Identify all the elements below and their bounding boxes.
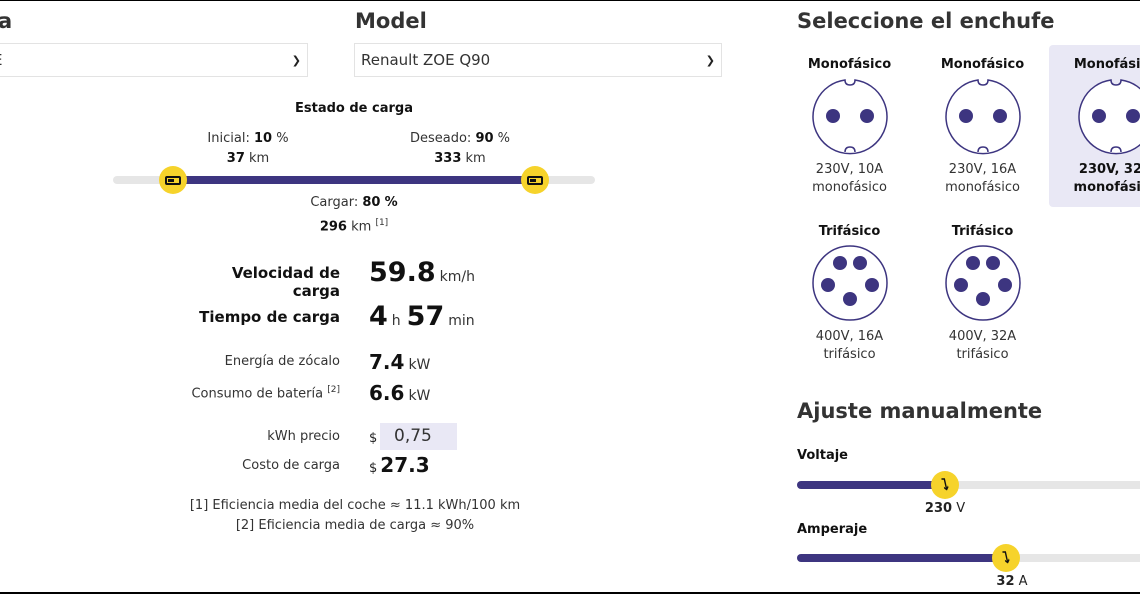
plug-type: Monofásico [1073, 57, 1140, 72]
soc-desired: Deseado: 90 % 333 km [409, 131, 511, 166]
plug-type: Monofásico [807, 57, 892, 72]
amperage-value: 32 A [996, 574, 1028, 589]
soc-charge: Cargar: 80 % 296 km [1] [310, 195, 398, 235]
voltage-slider-track[interactable] [797, 481, 1140, 489]
plug-spec: 400V, 16A [815, 329, 884, 344]
amperage-slider-handle[interactable]: ⭝ [992, 544, 1020, 572]
brand-label: a [0, 9, 13, 33]
soc-desired-handle[interactable] [521, 166, 549, 194]
voltage-label: Voltaje [797, 448, 848, 463]
single-phase-socket-icon [811, 79, 888, 155]
plug-phase: monofásico [945, 180, 1020, 195]
amperage-label: Amperaje [797, 522, 868, 537]
lightning-icon: ⭝ [1002, 549, 1010, 567]
time-value: 4 h 57 min [369, 301, 475, 332]
model-label: Model [355, 9, 427, 33]
plug-option[interactable]: Trifásico 400V, 16A trifásico [783, 212, 916, 374]
plug-option[interactable]: Monofásico 230V, 16A monofásico [916, 45, 1049, 207]
plug-spec: 230V, 10A [815, 162, 884, 177]
lightning-icon: ⭝ [941, 476, 949, 494]
plug-phase: trifásico [956, 347, 1009, 362]
voltage-slider-handle[interactable]: ⭝ [931, 471, 959, 499]
speed-value: 59.8 km/h [369, 257, 475, 288]
voltage-slider-fill [797, 481, 945, 489]
footnote-1: [1] Eficiencia media del coche ≈ 11.1 kW… [189, 498, 521, 513]
battery-consumption-value: 6.6 kW [369, 381, 431, 405]
price-label: kWh precio [267, 429, 340, 444]
cost-label: Costo de carga [242, 458, 340, 473]
footnote-2: [2] Eficiencia media de carga ≈ 90% [235, 518, 475, 533]
soc-title: Estado de carga [295, 101, 413, 116]
manual-title: Ajuste manualmente [797, 399, 1043, 423]
plug-option[interactable]: Trifásico 400V, 32A trifásico [916, 212, 1049, 374]
socket-power-value: 7.4 kW [369, 350, 431, 374]
plugs-title: Seleccione el enchufe [797, 9, 1055, 33]
soc-initial: Inicial: 10 % 37 km [207, 131, 289, 166]
single-phase-socket-icon [1077, 79, 1140, 155]
cost-value: $27.3 [369, 453, 430, 477]
socket-power-label: Energía de zócalo [224, 354, 340, 369]
plug-phase: monofásico [812, 180, 887, 195]
battery-icon [165, 175, 181, 185]
plug-option[interactable]: Monofásico 230V, 32A monofásico [1049, 45, 1140, 207]
plug-type: Trifásico [818, 224, 881, 239]
single-phase-socket-icon [944, 79, 1021, 155]
three-phase-socket-icon [944, 245, 1021, 321]
plug-option[interactable]: Monofásico 230V, 10A monofásico [783, 45, 916, 207]
plug-type: Trifásico [951, 224, 1014, 239]
plug-spec: 230V, 16A [948, 162, 1017, 177]
plug-phase: monofásico [1073, 180, 1140, 195]
battery-icon [527, 175, 543, 185]
three-phase-socket-icon [811, 245, 888, 321]
amperage-slider-fill [797, 554, 1006, 562]
plug-spec: 400V, 32A [948, 329, 1017, 344]
soc-range-fill [173, 176, 535, 184]
model-select[interactable]: Renault ZOE Q90 ❯ [354, 43, 722, 77]
brand-select-value: E [0, 51, 2, 69]
soc-initial-handle[interactable] [159, 166, 187, 194]
battery-consumption-label: Consumo de batería [2] [191, 385, 340, 402]
price-input[interactable]: 0,75 [380, 423, 457, 450]
plug-phase: trifásico [823, 347, 876, 362]
time-label: Tiempo de carga [199, 308, 340, 326]
chevron-down-icon: ❯ [291, 53, 301, 67]
plug-type: Monofásico [940, 57, 1025, 72]
price-currency: $ [369, 431, 378, 446]
brand-select[interactable]: E❯ [0, 43, 308, 77]
footnotes: [1] Eficiencia media del coche ≈ 11.1 kW… [160, 496, 550, 536]
voltage-value: 230 V [924, 501, 966, 516]
plug-spec: 230V, 32A [1078, 162, 1140, 177]
speed-label: Velocidad de carga [231, 264, 340, 300]
chevron-down-icon: ❯ [705, 53, 715, 67]
model-select-value: Renault ZOE Q90 [361, 51, 491, 69]
